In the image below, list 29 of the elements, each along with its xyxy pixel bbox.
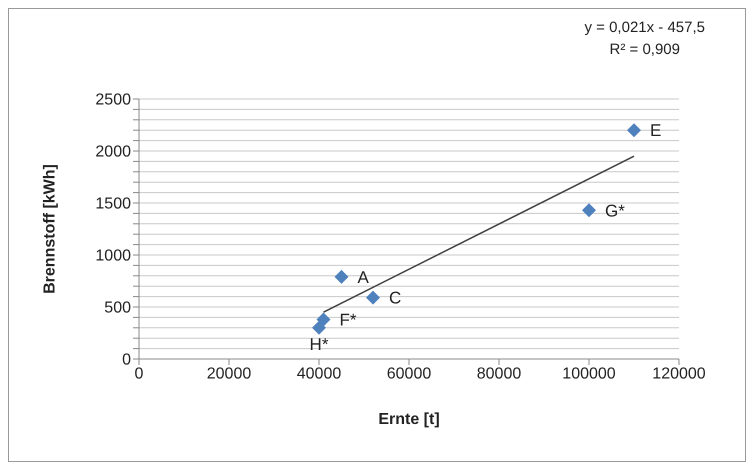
annotation: G* bbox=[605, 201, 626, 220]
x-tick-label: 80000 bbox=[476, 365, 522, 382]
x-tick-label: 20000 bbox=[206, 365, 252, 382]
point bbox=[366, 290, 380, 305]
y-tick-label: 2500 bbox=[95, 92, 132, 109]
y-tick-label: 2000 bbox=[95, 144, 132, 161]
annotation: E bbox=[650, 121, 662, 140]
x-tick-label: 60000 bbox=[386, 365, 432, 382]
x-tick-label: 120000 bbox=[652, 365, 706, 382]
text: R² = 0,909 bbox=[608, 40, 681, 60]
annotation: A bbox=[358, 268, 370, 287]
x-tick-label: 40000 bbox=[296, 365, 342, 382]
annotation: C bbox=[389, 288, 402, 308]
annotation: H* bbox=[310, 334, 329, 354]
x-tick-label: 100000 bbox=[562, 365, 616, 382]
y-tick-label: 0 bbox=[122, 352, 132, 369]
point bbox=[312, 320, 326, 335]
x-axis-title: Ernte [t] bbox=[378, 411, 440, 428]
point bbox=[334, 270, 348, 284]
annotation: F* bbox=[340, 310, 357, 330]
x-tick-label: 0 bbox=[134, 365, 144, 382]
point bbox=[316, 312, 330, 326]
text: y = 0,021x - 457,5 bbox=[584, 18, 705, 38]
y-axis-title: Brennstoff [kWh] bbox=[42, 164, 59, 294]
y-tick-label: 500 bbox=[104, 300, 132, 317]
y-tick-label: 1500 bbox=[95, 196, 132, 213]
point bbox=[582, 203, 596, 218]
point bbox=[627, 123, 641, 138]
y-tick-label: 1000 bbox=[95, 248, 132, 265]
